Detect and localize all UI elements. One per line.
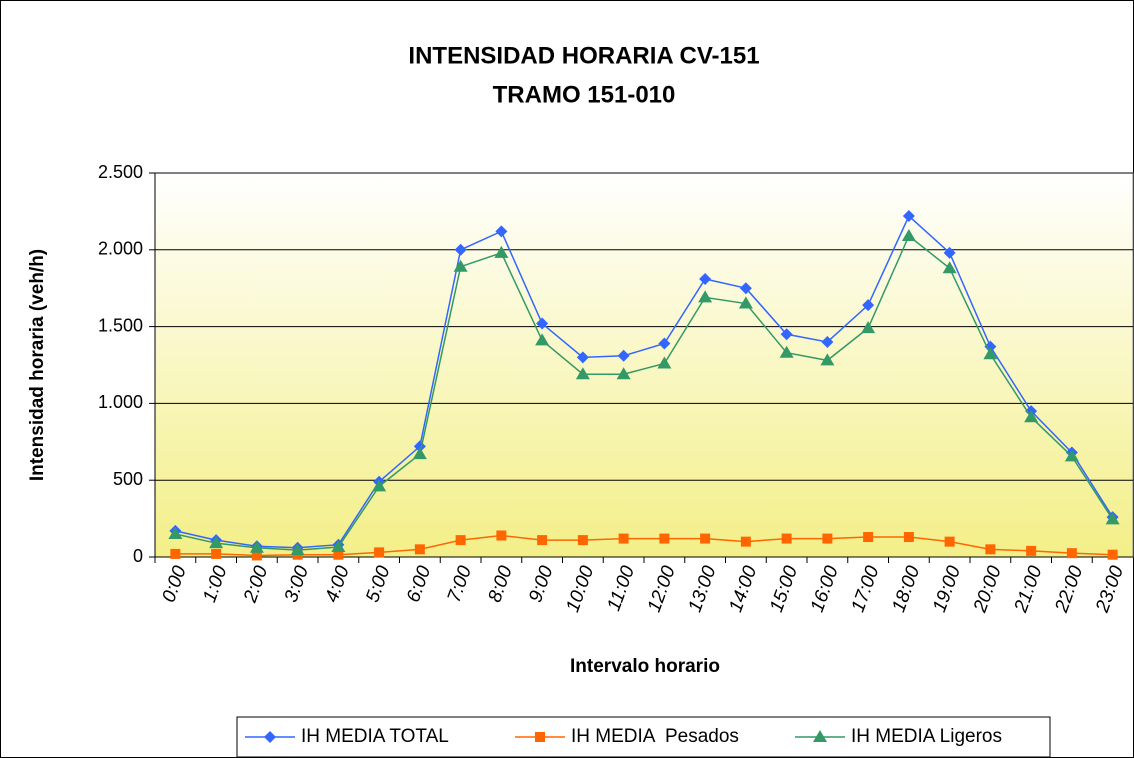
data-point (251, 550, 262, 561)
data-point (985, 544, 996, 555)
data-point (944, 536, 955, 547)
data-point (657, 356, 672, 369)
legend-marker (813, 730, 827, 742)
data-point (536, 317, 549, 330)
legend (236, 716, 1051, 758)
series-line (175, 214, 1114, 549)
data-point (943, 246, 956, 259)
data-point (209, 536, 224, 549)
data-point (1026, 545, 1037, 556)
data-point (412, 447, 427, 460)
data-point (1024, 410, 1039, 423)
data-point (700, 533, 711, 544)
y-axis-label: Intensidad horaria (veh/h) (27, 249, 48, 481)
data-point (618, 533, 629, 544)
data-point (1064, 449, 1079, 462)
legend-label: IH MEDIA Pesados (571, 726, 739, 747)
data-point (901, 228, 916, 241)
data-point (821, 335, 834, 348)
data-point (903, 532, 914, 543)
data-point (1107, 549, 1118, 560)
data-point (616, 367, 631, 380)
data-point (861, 321, 876, 334)
series-line (175, 234, 1114, 551)
data-point (740, 536, 751, 547)
data-point (249, 540, 264, 553)
data-point (211, 548, 222, 559)
y-tick-label: 2.000 (98, 239, 143, 259)
data-point (983, 347, 998, 360)
data-point (739, 282, 752, 295)
data-point (414, 544, 425, 555)
y-tick-label: 500 (113, 469, 143, 489)
legend-marker (535, 732, 545, 742)
legend-label: IH MEDIA Ligeros (851, 726, 1002, 747)
data-point (577, 535, 588, 546)
chart-subtitle: TRAMO 151-010 (493, 81, 676, 108)
chart-title: INTENSIDAD HORARIA CV-151 (408, 42, 759, 69)
data-point (372, 479, 387, 492)
data-point (290, 543, 305, 556)
data-point (820, 353, 835, 366)
data-point (495, 225, 508, 238)
data-point (1105, 512, 1120, 525)
data-point (496, 530, 507, 541)
data-point (822, 533, 833, 544)
data-point (658, 337, 671, 350)
data-point (698, 290, 713, 303)
legend-marker (264, 731, 276, 743)
data-point (902, 210, 915, 223)
plot-area (154, 172, 1134, 558)
data-point (1066, 548, 1077, 559)
data-point (617, 349, 630, 362)
data-point (699, 272, 712, 285)
data-point (455, 535, 466, 546)
y-tick-label: 1.500 (98, 315, 143, 335)
data-point (374, 547, 385, 558)
data-point (331, 540, 346, 553)
legend-label: IH MEDIA TOTAL (301, 726, 449, 747)
data-point (942, 261, 957, 274)
data-point (453, 259, 468, 272)
data-point (537, 535, 548, 546)
data-point (170, 548, 181, 559)
data-point (535, 333, 550, 346)
data-point (781, 533, 792, 544)
data-point (862, 299, 875, 312)
data-point (575, 367, 590, 380)
y-tick-label: 0 (133, 546, 143, 566)
data-point (779, 345, 794, 358)
data-point (454, 243, 467, 256)
data-point (780, 328, 793, 341)
data-point (576, 351, 589, 364)
data-point (168, 526, 183, 539)
data-point (659, 533, 670, 544)
data-point (738, 296, 753, 309)
data-point (494, 245, 509, 258)
x-axis-label: Intervalo horario (570, 656, 720, 677)
y-tick-label: 2.500 (98, 162, 143, 182)
y-tick-label: 1.000 (98, 392, 143, 412)
data-point (333, 549, 344, 560)
series-line (175, 534, 1113, 557)
data-point (863, 532, 874, 543)
